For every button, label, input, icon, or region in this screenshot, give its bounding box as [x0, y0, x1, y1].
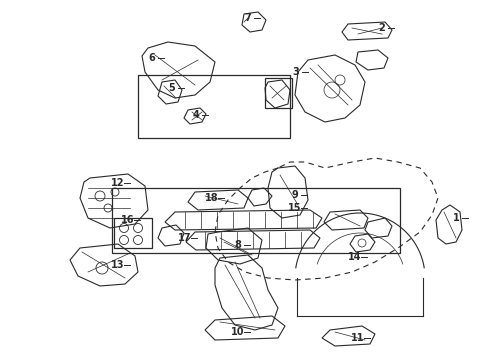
Text: 16: 16: [121, 215, 135, 225]
Text: 3: 3: [293, 67, 299, 77]
Text: 8: 8: [235, 240, 242, 250]
Text: 5: 5: [169, 83, 175, 93]
Text: 2: 2: [379, 23, 385, 33]
Text: 13: 13: [111, 260, 125, 270]
Bar: [112, 188, 400, 253]
Text: 14: 14: [348, 252, 362, 262]
Text: 11: 11: [351, 333, 365, 343]
Text: 6: 6: [148, 53, 155, 63]
Bar: [265, 78, 292, 108]
Bar: [114, 218, 152, 248]
Text: 9: 9: [292, 190, 298, 200]
Text: 12: 12: [111, 178, 125, 188]
Text: 18: 18: [205, 193, 219, 203]
Text: 4: 4: [193, 110, 199, 120]
Text: 17: 17: [178, 233, 192, 243]
Text: 1: 1: [453, 213, 460, 223]
Text: 10: 10: [231, 327, 245, 337]
Text: 7: 7: [245, 13, 251, 23]
Text: 15: 15: [288, 203, 302, 213]
Bar: [138, 75, 290, 138]
